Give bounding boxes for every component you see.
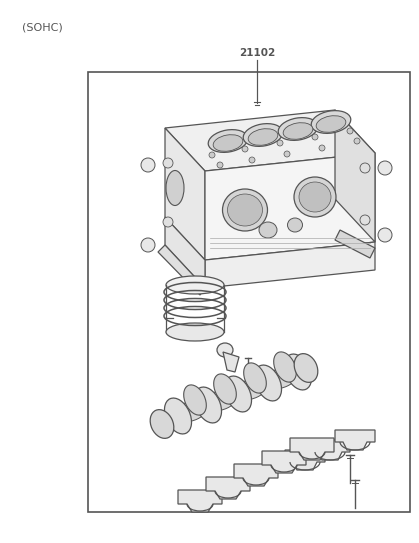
Ellipse shape (225, 376, 251, 412)
Ellipse shape (228, 194, 262, 226)
Polygon shape (206, 477, 250, 499)
Polygon shape (262, 451, 306, 473)
Polygon shape (205, 242, 375, 288)
Polygon shape (285, 450, 325, 470)
Circle shape (360, 215, 370, 225)
Circle shape (217, 162, 223, 168)
Polygon shape (310, 440, 350, 460)
Circle shape (141, 158, 155, 172)
Ellipse shape (214, 374, 236, 404)
Polygon shape (165, 110, 375, 171)
Polygon shape (165, 217, 205, 288)
Ellipse shape (176, 399, 210, 422)
Polygon shape (335, 110, 375, 242)
Polygon shape (158, 245, 205, 295)
Ellipse shape (166, 323, 224, 341)
Ellipse shape (287, 218, 303, 232)
Ellipse shape (207, 387, 239, 411)
Ellipse shape (285, 354, 311, 390)
Text: 21102: 21102 (239, 48, 275, 58)
Polygon shape (335, 430, 375, 450)
Polygon shape (290, 438, 334, 460)
Ellipse shape (316, 116, 346, 132)
Ellipse shape (294, 177, 336, 217)
Ellipse shape (299, 182, 331, 212)
Ellipse shape (266, 365, 300, 389)
Circle shape (163, 158, 173, 168)
Ellipse shape (283, 123, 313, 140)
Polygon shape (165, 128, 205, 260)
Ellipse shape (294, 353, 318, 382)
Circle shape (378, 228, 392, 242)
Polygon shape (178, 490, 222, 512)
Ellipse shape (213, 135, 243, 151)
Circle shape (141, 238, 155, 252)
Ellipse shape (254, 365, 282, 401)
Ellipse shape (166, 171, 184, 205)
Ellipse shape (222, 189, 267, 231)
Circle shape (249, 157, 255, 163)
Ellipse shape (237, 376, 269, 400)
Ellipse shape (150, 409, 174, 438)
Ellipse shape (165, 398, 191, 434)
Text: (SOHC): (SOHC) (22, 22, 63, 32)
Ellipse shape (311, 111, 351, 134)
Polygon shape (234, 464, 278, 486)
Polygon shape (205, 153, 375, 260)
Ellipse shape (208, 130, 248, 153)
Polygon shape (335, 230, 375, 258)
Circle shape (209, 152, 215, 158)
Circle shape (277, 140, 283, 146)
Circle shape (360, 163, 370, 173)
Circle shape (354, 138, 360, 144)
Circle shape (163, 217, 173, 227)
Ellipse shape (184, 385, 206, 415)
Ellipse shape (274, 352, 296, 382)
Ellipse shape (278, 118, 318, 141)
Circle shape (347, 128, 353, 134)
Polygon shape (223, 352, 239, 372)
Ellipse shape (248, 129, 278, 146)
Bar (88, 72, 410, 512)
Ellipse shape (244, 363, 266, 393)
Circle shape (378, 161, 392, 175)
Ellipse shape (259, 222, 277, 238)
Ellipse shape (166, 276, 224, 294)
Ellipse shape (217, 343, 233, 357)
Circle shape (284, 151, 290, 157)
Circle shape (319, 145, 325, 151)
Ellipse shape (194, 387, 222, 423)
Circle shape (312, 134, 318, 140)
Ellipse shape (243, 124, 283, 147)
Circle shape (242, 146, 248, 152)
